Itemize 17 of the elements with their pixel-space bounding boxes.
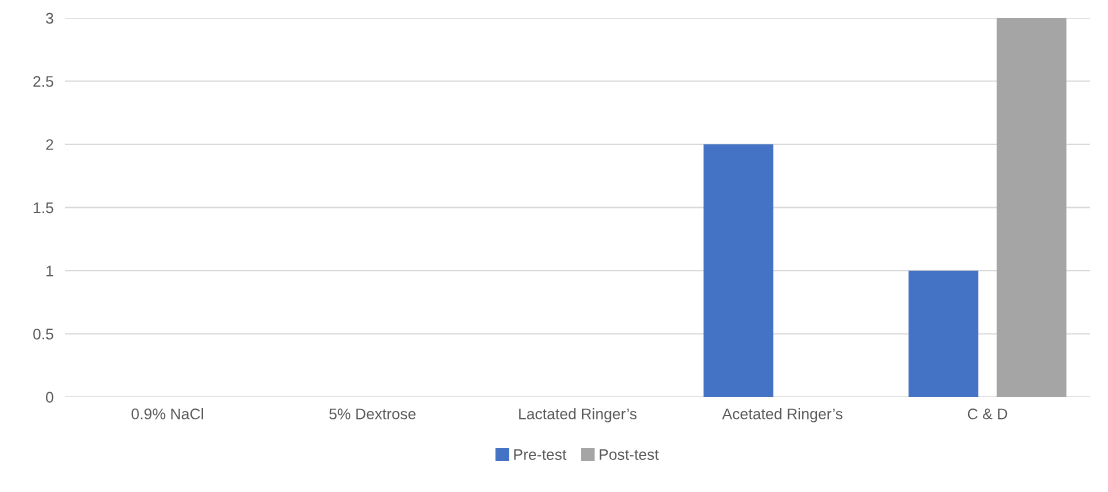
x-tick-label: C & D [967,408,1008,420]
x-tick-label: Acetated Ringer’s [722,408,843,423]
bar [996,18,1067,397]
legend-label: Post-test [599,449,659,460]
y-tick-label: 0 [45,391,54,403]
y-tick-label: 0.5 [33,328,54,340]
legend-label: Pre-test [514,449,567,460]
y-tick-label: 1.5 [33,202,54,214]
bar [703,144,774,397]
x-tick-label: Lactated Ringer’s [519,408,637,423]
y-tick-label: 2.5 [33,76,54,87]
y-tick-label: 2 [46,139,54,150]
y-tick-label: 3 [45,12,54,24]
bar [908,270,979,397]
x-tick-label: 0.9% NaCl [131,408,203,420]
y-tick-label: 1 [46,265,54,277]
x-tick-label: 5% Dextrose [329,408,416,420]
